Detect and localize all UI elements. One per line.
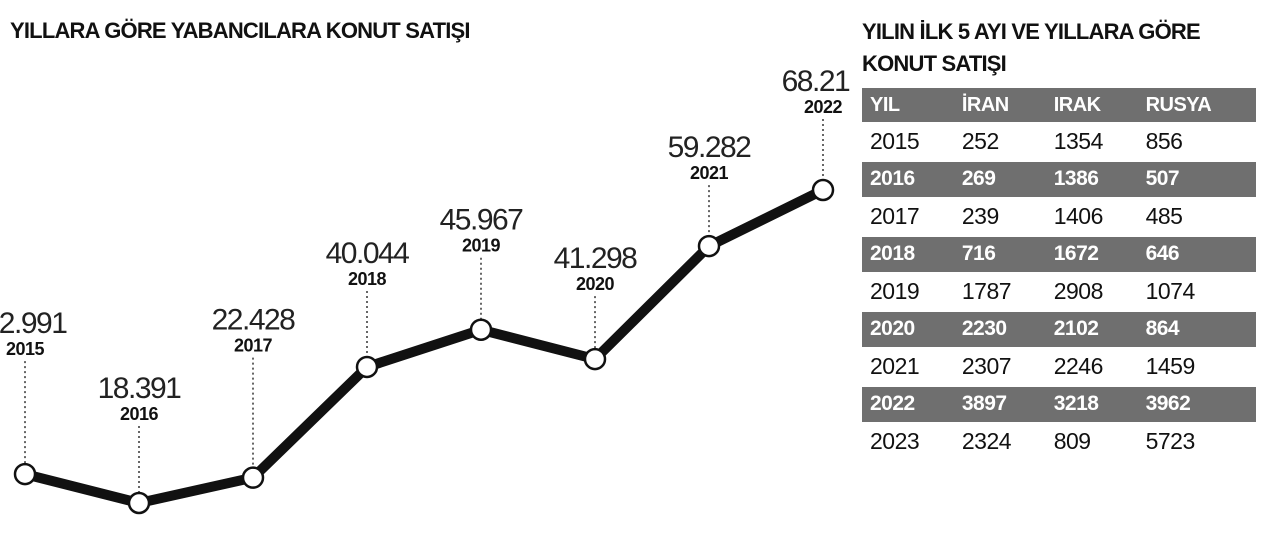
table-cell: 1074 <box>1137 273 1256 312</box>
value-label: 41.298 <box>554 242 638 275</box>
point <box>13 462 37 486</box>
table-cell: 2020 <box>862 310 954 349</box>
table-cell: 1406 <box>1045 198 1138 237</box>
point <box>583 347 607 371</box>
table-cell: 252 <box>953 123 1046 162</box>
value-label: 59.282 <box>668 131 752 164</box>
table-row: 2017 239 1406 485 <box>862 198 1256 237</box>
sales-table: YIL İRAN IRAK RUSYA 2015 252 1354 856 2016 269 13… <box>862 88 1256 462</box>
table-cell: 1386 <box>1045 160 1138 199</box>
table-title: YILIN İLK 5 AYI VE YILLARA GÖRE KONUT SA… <box>862 19 1201 76</box>
table-row: 2020 2230 2102 864 <box>862 310 1256 349</box>
point <box>469 318 493 341</box>
table-cell: 239 <box>953 198 1046 237</box>
table-cell: 2017 <box>862 198 954 237</box>
table-cell: 856 <box>1137 123 1256 162</box>
table-cell: 269 <box>953 160 1046 199</box>
table-body: 2015 252 1354 856 2016 269 1386 507 2017 239 1406 4… <box>862 123 1256 462</box>
year-label: 2022 <box>804 97 843 117</box>
table-cell: 2023 <box>862 423 954 462</box>
table-cell: 5723 <box>1137 423 1256 462</box>
table-row: 2023 2324 809 5723 <box>862 423 1256 462</box>
value-label: 22.428 <box>212 304 296 337</box>
table-cell: 646 <box>1137 235 1256 274</box>
table-cell: 2019 <box>862 273 954 312</box>
table-cell: 2102 <box>1045 310 1138 349</box>
table-row: 2019 1787 2908 1074 <box>862 273 1256 312</box>
point <box>241 466 265 489</box>
year-label: 2018 <box>348 269 387 289</box>
table-cell: 3218 <box>1045 385 1138 424</box>
table-cell: 1672 <box>1045 235 1138 274</box>
value-label: 18.391 <box>98 372 182 405</box>
table-cell: 1354 <box>1045 123 1138 162</box>
year-label: 2021 <box>690 163 729 183</box>
table-cell: 2018 <box>862 235 954 274</box>
value-label: 68.210 <box>782 65 850 98</box>
table-cell: 716 <box>953 235 1046 274</box>
line-chart: YILLARA GÖRE YABANCILARA KONUT SATIŞI 20… <box>0 18 850 515</box>
line <box>23 185 826 508</box>
year-label: 2017 <box>234 336 273 356</box>
header-cell: IRAK <box>1045 88 1138 124</box>
chart-title: YILLARA GÖRE YABANCILARA KONUT SATIŞI <box>10 18 470 43</box>
header-cell: YIL <box>862 88 954 124</box>
table-row: 2021 2307 2246 1459 <box>862 348 1256 387</box>
table-cell: 2908 <box>1045 273 1138 312</box>
value-label: 22.991 <box>0 307 67 340</box>
table-cell: 2246 <box>1045 348 1138 387</box>
table-row: 2018 716 1672 646 <box>862 235 1256 274</box>
value-label: 45.967 <box>440 204 524 237</box>
table-cell: 3897 <box>953 385 1046 424</box>
table-cell: 864 <box>1137 310 1256 349</box>
table-cell: 2230 <box>953 310 1046 349</box>
table-cell: 2307 <box>953 348 1046 387</box>
year-label: 2020 <box>576 274 615 294</box>
table-cell: 2021 <box>862 348 954 387</box>
point <box>355 355 379 379</box>
table-cell: 485 <box>1137 198 1256 237</box>
header-cell: İRAN <box>953 88 1046 124</box>
table-cell: 2022 <box>862 385 954 424</box>
year-label: 2019 <box>462 236 501 256</box>
table-row: 2022 3897 3218 3962 <box>862 385 1256 424</box>
table-row: 2015 252 1354 856 <box>862 123 1256 162</box>
header-row: YIL İRAN IRAK RUSYA <box>862 88 1256 124</box>
table-cell: 1459 <box>1137 348 1256 387</box>
point <box>697 234 721 258</box>
table-cell: 507 <box>1137 160 1256 199</box>
table-cell: 809 <box>1045 423 1138 462</box>
point <box>811 178 835 202</box>
year-label: 2015 <box>6 339 45 359</box>
table-cell: 1787 <box>953 273 1046 312</box>
table-row: 2016 269 1386 507 <box>862 160 1256 199</box>
year-label: 2016 <box>120 404 159 424</box>
header-cell: RUSYA <box>1137 88 1256 124</box>
table-cell: 3962 <box>1137 385 1256 424</box>
value-label: 40.044 <box>326 237 410 270</box>
table-cell: 2015 <box>862 123 954 162</box>
table-cell: 2016 <box>862 160 954 199</box>
table-cell: 2324 <box>953 423 1046 462</box>
point <box>127 491 151 515</box>
